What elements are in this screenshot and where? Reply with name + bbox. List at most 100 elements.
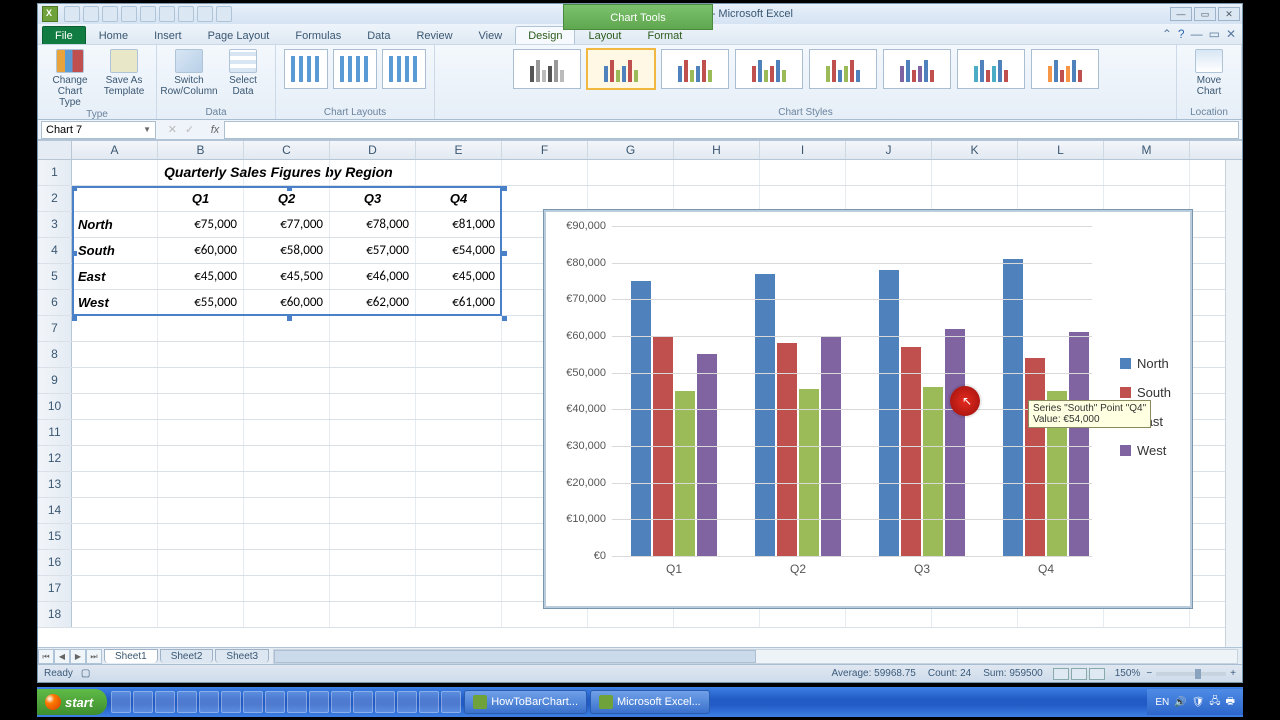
cell[interactable]: €60,000 <box>158 238 244 263</box>
cell[interactable] <box>244 524 330 549</box>
tab-review[interactable]: Review <box>403 26 465 44</box>
cell[interactable] <box>330 368 416 393</box>
cell[interactable] <box>330 316 416 341</box>
qat-btn[interactable] <box>216 6 232 22</box>
cell[interactable] <box>244 160 330 185</box>
column-header[interactable]: J <box>846 141 932 159</box>
cell[interactable]: €45,000 <box>416 264 502 289</box>
cell[interactable] <box>1018 160 1104 185</box>
cell[interactable] <box>674 186 760 211</box>
qat-undo-icon[interactable] <box>83 6 99 22</box>
cell[interactable] <box>244 420 330 445</box>
cell[interactable] <box>158 576 244 601</box>
vertical-scrollbar[interactable] <box>1225 160 1242 647</box>
cell[interactable] <box>932 186 1018 211</box>
cell[interactable] <box>244 342 330 367</box>
row-header[interactable]: 4 <box>38 238 72 263</box>
chart-bar[interactable] <box>879 270 899 556</box>
chart-bar[interactable] <box>901 347 921 556</box>
cell[interactable]: €46,000 <box>330 264 416 289</box>
cell[interactable]: €55,000 <box>158 290 244 315</box>
chart-bar[interactable] <box>675 391 695 556</box>
cell[interactable] <box>416 602 502 627</box>
cell[interactable] <box>72 342 158 367</box>
cell[interactable]: Q4 <box>416 186 502 211</box>
chart-bar[interactable] <box>799 389 819 556</box>
tab-view[interactable]: View <box>466 26 516 44</box>
maximize-button[interactable]: ▭ <box>1194 7 1216 21</box>
row-header[interactable]: 3 <box>38 212 72 237</box>
cell[interactable] <box>1104 186 1190 211</box>
cell[interactable] <box>72 394 158 419</box>
ql-icon[interactable] <box>353 691 373 713</box>
cell[interactable] <box>416 368 502 393</box>
cell[interactable] <box>244 394 330 419</box>
chart-bar[interactable] <box>697 354 717 556</box>
save-as-template-button[interactable]: Save As Template <box>100 49 148 108</box>
tab-file[interactable]: File <box>42 26 86 44</box>
chart-bar[interactable] <box>945 329 965 556</box>
fx-icon[interactable]: fx <box>206 124 224 136</box>
row-header[interactable]: 7 <box>38 316 72 341</box>
cell[interactable] <box>330 342 416 367</box>
help-icon[interactable]: ? <box>1178 27 1185 41</box>
chart-bar[interactable] <box>755 274 775 556</box>
cell[interactable]: €58,000 <box>244 238 330 263</box>
cell[interactable] <box>72 160 158 185</box>
chart-style-7[interactable] <box>957 49 1025 89</box>
row-header[interactable]: 6 <box>38 290 72 315</box>
name-box[interactable]: Chart 7▼ <box>41 121 156 139</box>
cell[interactable] <box>416 420 502 445</box>
row-header[interactable]: 14 <box>38 498 72 523</box>
cell[interactable] <box>244 472 330 497</box>
chart-style-8[interactable] <box>1031 49 1099 89</box>
cell[interactable] <box>1018 186 1104 211</box>
row-header[interactable]: 12 <box>38 446 72 471</box>
qat-btn[interactable] <box>159 6 175 22</box>
zoom-level[interactable]: 150% <box>1115 668 1141 679</box>
cell[interactable]: South <box>72 238 158 263</box>
cell[interactable] <box>416 160 502 185</box>
cell[interactable] <box>72 186 158 211</box>
ql-icon[interactable] <box>243 691 263 713</box>
sheet-tab-3[interactable]: Sheet3 <box>215 649 269 663</box>
taskbar-app-button[interactable]: HowToBarChart... <box>464 690 587 714</box>
cell[interactable]: €81,000 <box>416 212 502 237</box>
row-header[interactable]: 5 <box>38 264 72 289</box>
chart-style-3[interactable] <box>661 49 729 89</box>
worksheet-grid[interactable]: ABCDEFGHIJKLM 1Quarterly Sales Figures b… <box>38 140 1242 647</box>
system-tray[interactable]: EN 🔊 🛡 🖧 🖶 <box>1147 689 1243 715</box>
view-normal-icon[interactable] <box>1053 668 1069 680</box>
cell[interactable]: North <box>72 212 158 237</box>
cell[interactable] <box>158 602 244 627</box>
cell[interactable]: East <box>72 264 158 289</box>
chart-bar[interactable] <box>923 387 943 556</box>
row-header[interactable]: 8 <box>38 342 72 367</box>
cell[interactable] <box>760 186 846 211</box>
sheet-nav-first[interactable]: ⏮ <box>38 649 54 664</box>
ql-icon[interactable] <box>419 691 439 713</box>
cell[interactable] <box>330 550 416 575</box>
mdi-min-icon[interactable]: — <box>1191 27 1203 41</box>
cell[interactable] <box>158 446 244 471</box>
cell[interactable] <box>158 550 244 575</box>
ql-icon[interactable] <box>155 691 175 713</box>
tray-icon[interactable]: 🛡 <box>1192 697 1205 708</box>
mdi-restore-icon[interactable]: ▭ <box>1209 27 1220 41</box>
cell[interactable]: €57,000 <box>330 238 416 263</box>
ql-icon[interactable] <box>375 691 395 713</box>
cell[interactable] <box>158 368 244 393</box>
tab-insert[interactable]: Insert <box>141 26 195 44</box>
ql-icon[interactable] <box>221 691 241 713</box>
ql-icon[interactable] <box>287 691 307 713</box>
cell[interactable] <box>244 602 330 627</box>
select-data-button[interactable]: Select Data <box>219 49 267 97</box>
view-page-break-icon[interactable] <box>1089 668 1105 680</box>
cell[interactable] <box>588 160 674 185</box>
chart-object[interactable]: €0€10,000€20,000€30,000€40,000€50,000€60… <box>543 209 1193 609</box>
column-header[interactable]: B <box>158 141 244 159</box>
horizontal-scrollbar[interactable] <box>273 649 1238 664</box>
tray-icon[interactable]: 🖧 <box>1209 694 1220 711</box>
row-header[interactable]: 15 <box>38 524 72 549</box>
cell[interactable] <box>244 446 330 471</box>
